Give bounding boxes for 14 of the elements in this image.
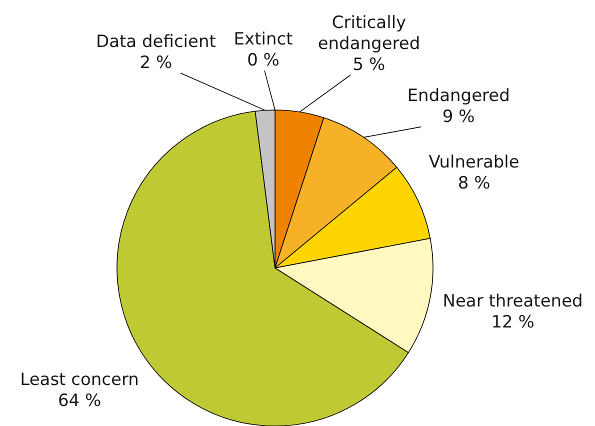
category-label: Extinct bbox=[234, 30, 293, 50]
data-label: 2 % bbox=[140, 53, 172, 74]
slice-label: Near threatened bbox=[442, 291, 583, 312]
slice-label: Critically endangered bbox=[318, 12, 420, 54]
data-label: 64 % bbox=[58, 391, 102, 412]
data-label: 9 % bbox=[442, 106, 475, 127]
data-label: 5 % bbox=[352, 54, 386, 75]
slice-label: Least concern bbox=[20, 370, 139, 390]
data-label: 8 % bbox=[458, 173, 490, 194]
data-label: 12 % bbox=[491, 312, 534, 332]
slice-label: Endangered bbox=[407, 86, 510, 106]
slice-label: Vulnerable bbox=[428, 152, 520, 172]
slice-label: Data deficient bbox=[96, 32, 216, 52]
text: 0 % bbox=[247, 50, 280, 71]
